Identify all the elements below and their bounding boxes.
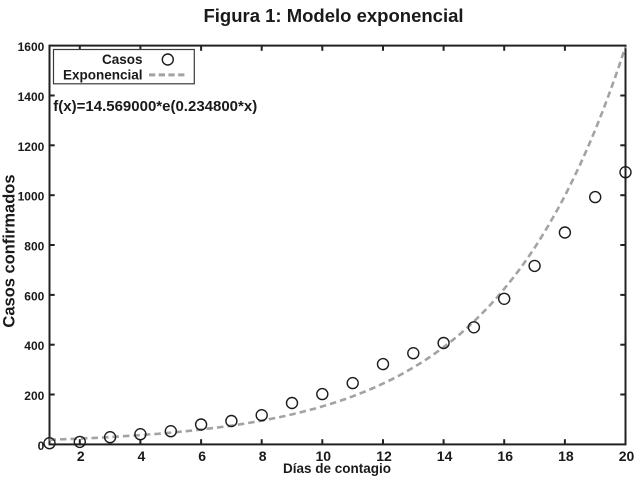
svg-text:1000: 1000 [18,190,45,204]
svg-text:1400: 1400 [18,90,45,104]
svg-text:1600: 1600 [18,40,45,54]
svg-text:20: 20 [619,448,635,464]
svg-text:0: 0 [38,439,45,453]
svg-text:6: 6 [198,448,206,464]
svg-text:16: 16 [497,448,513,464]
svg-text:Casos: Casos [102,52,143,67]
svg-text:f(x)=14.569000*e(0.234800*x): f(x)=14.569000*e(0.234800*x) [53,98,257,115]
svg-text:400: 400 [24,339,44,353]
svg-text:10: 10 [316,448,332,464]
svg-text:1200: 1200 [18,140,45,154]
svg-text:Exponencial: Exponencial [63,67,143,82]
svg-text:12: 12 [376,448,392,464]
svg-text:600: 600 [24,289,44,303]
svg-text:200: 200 [24,389,44,403]
svg-text:800: 800 [24,240,44,254]
svg-text:Figura 1: Modelo exponencial: Figura 1: Modelo exponencial [203,5,463,26]
svg-text:18: 18 [558,448,574,464]
svg-text:Días de contagio: Días de contagio [283,461,391,476]
svg-text:4: 4 [138,448,146,464]
svg-text:14: 14 [437,448,453,464]
svg-text:Casos confirmados: Casos confirmados [1,174,19,327]
svg-text:2: 2 [77,448,85,464]
svg-text:8: 8 [259,448,267,464]
